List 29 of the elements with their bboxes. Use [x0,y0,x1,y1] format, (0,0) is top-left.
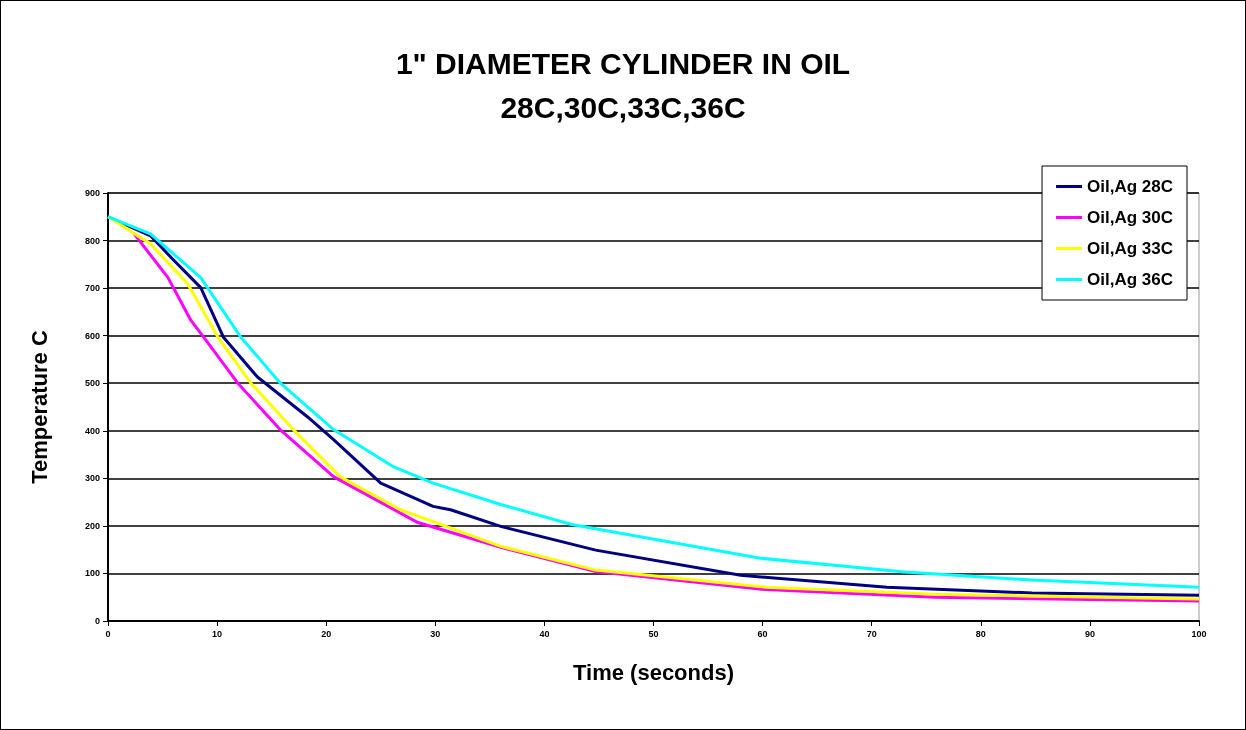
legend-label: Oil,Ag 30C [1087,208,1174,227]
y-tick-label: 300 [84,473,100,484]
y-axis-title: Temperature C [26,330,52,484]
x-tick-label: 70 [866,628,877,639]
x-tick-label: 30 [430,628,441,639]
x-tick-label: 40 [539,628,550,639]
y-tick-label: 200 [84,520,100,531]
x-axis-title: Time (seconds) [573,659,734,685]
chart-title: 1" DIAMETER CYLINDER IN OIL [395,46,851,80]
y-tick-label: 0 [94,616,100,626]
y-tick-label: 100 [84,568,100,579]
legend-label: Oil,Ag 28C [1087,177,1174,196]
legend-label: Oil,Ag 33C [1087,239,1174,258]
y-tick-label: 700 [84,283,100,294]
x-tick-label: 0 [105,628,111,639]
y-tick-label: 500 [84,378,100,389]
x-tick-label: 20 [321,628,332,639]
y-tick-label: 900 [84,188,100,198]
chart-subtitle: 28C,30C,33C,36C [500,90,746,124]
x-tick-label: 90 [1084,628,1095,639]
x-tick-label: 60 [757,628,768,639]
legend-label: Oil,Ag 36C [1087,270,1174,289]
x-tick-label: 80 [975,628,986,639]
y-tick-label: 400 [84,425,100,436]
y-tick-label: 600 [84,330,100,341]
x-tick-label: 10 [212,628,223,639]
x-tick-label: 100 [1191,628,1207,639]
x-tick-label: 50 [648,628,659,639]
y-tick-label: 800 [84,235,100,246]
